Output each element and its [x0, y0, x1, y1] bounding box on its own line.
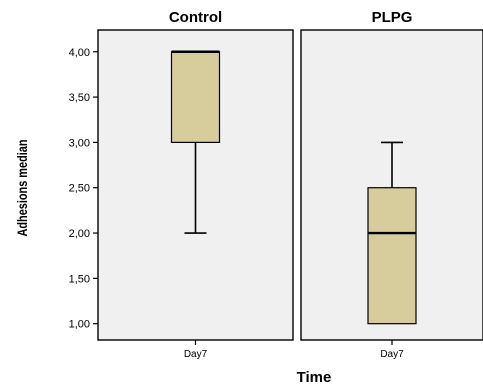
x-tick-label: Day7	[184, 349, 208, 360]
panel-title: Control	[169, 9, 222, 26]
y-tick-label: 2,00	[69, 228, 90, 240]
y-axis-title: Adhesions median	[15, 139, 31, 236]
panel-title: PLPG	[372, 9, 413, 26]
panels-layer: Control Day7 PLPG Day7	[97, 9, 483, 360]
x-tick-label: Day7	[380, 349, 404, 360]
iqr-box	[367, 187, 417, 325]
iqr-box	[170, 51, 221, 143]
y-tick-label: 1,00	[69, 319, 90, 331]
y-tick-label: 2,50	[69, 183, 90, 195]
y-tick-label: 1,50	[69, 273, 90, 285]
y-tick-label: 4,00	[69, 47, 90, 59]
panel-control: Control Day7	[97, 9, 294, 360]
y-tick-label: 3,50	[69, 92, 90, 104]
panel-plpg: PLPG Day7	[300, 9, 483, 360]
y-axis: 1,00 1,50 2,00 2,50 3,00 3,50 4,00	[69, 47, 98, 331]
y-tick-label: 3,00	[69, 137, 90, 149]
x-axis-title: Time	[297, 369, 332, 385]
